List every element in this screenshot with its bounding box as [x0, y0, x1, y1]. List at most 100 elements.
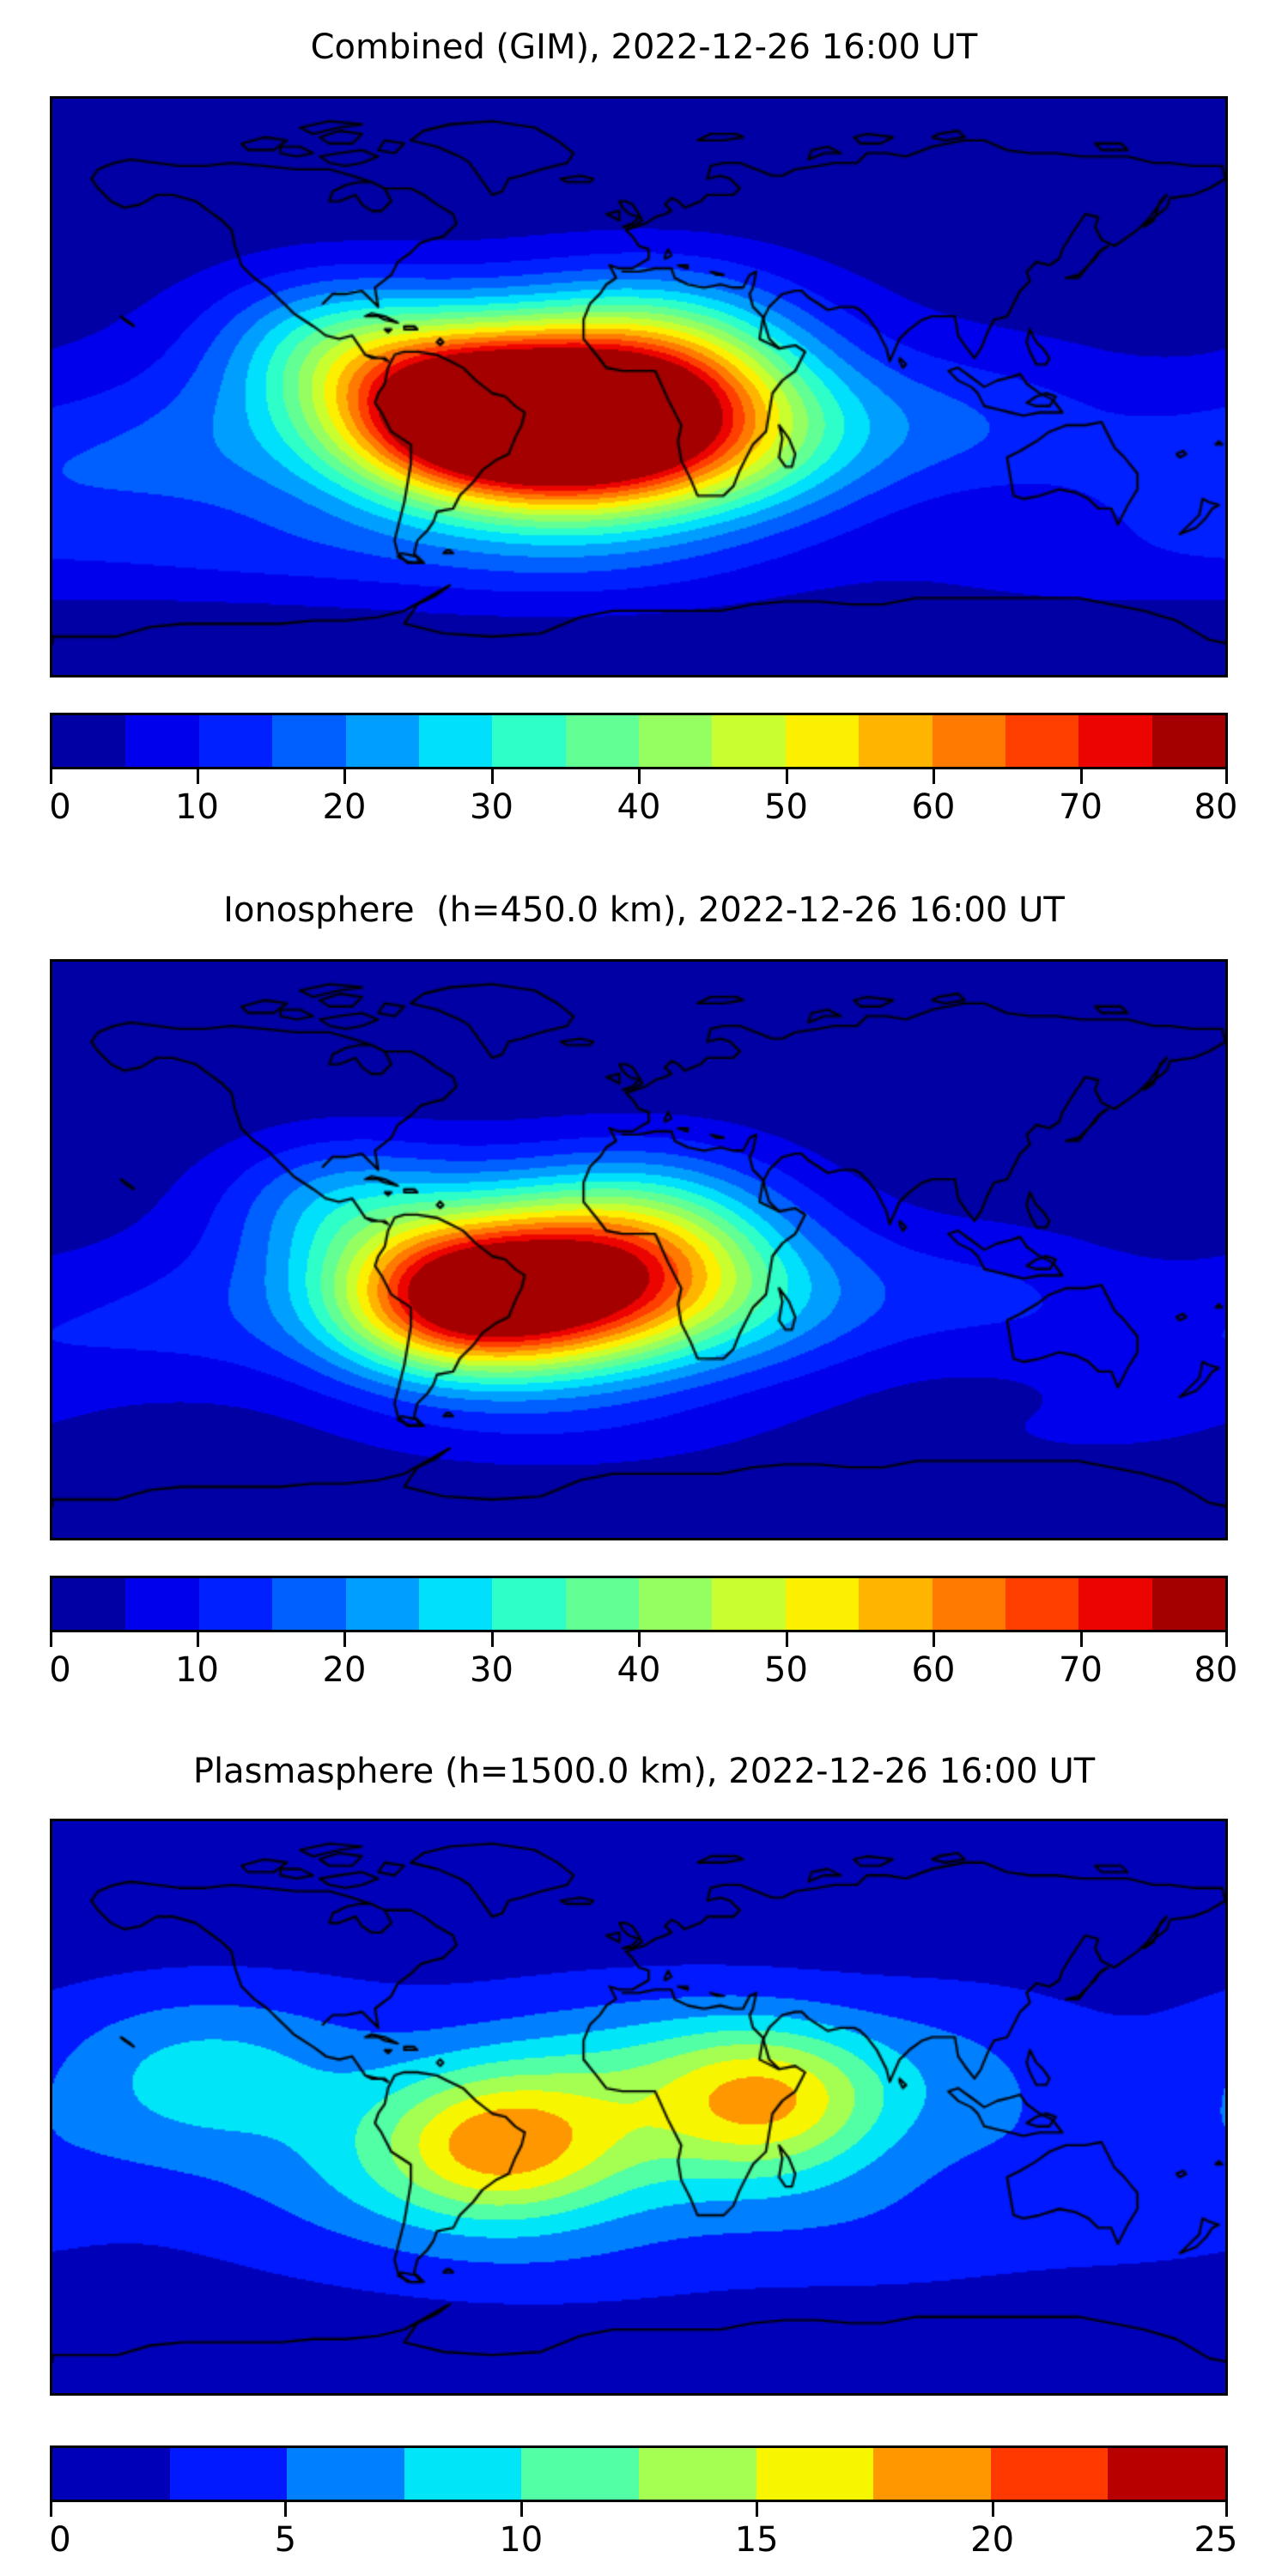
colorbar-tickmark: [933, 769, 935, 784]
colorbar-ticklabel: 20: [322, 1650, 367, 1690]
colorbar-band: [169, 2448, 288, 2500]
colorbar-tickmark: [343, 769, 346, 784]
colorbar-band: [272, 1578, 346, 1630]
colorbar-tickmark: [490, 769, 494, 784]
map-combined-gim: [50, 96, 1228, 677]
colorbar-band: [1151, 1578, 1225, 1630]
colorbar-ticks-plasmasphere: [50, 2502, 1228, 2519]
colorbar-tickmark: [50, 2502, 52, 2517]
colorbar-band: [565, 1578, 639, 1630]
colorbar-band: [521, 2448, 639, 2500]
colorbar-gradient-ionosphere: [50, 1576, 1228, 1632]
colorbar-ticklabel: 70: [1059, 787, 1103, 827]
colorbar-ticklabel: 25: [1194, 2520, 1238, 2560]
colorbar-labels-combined: 0 10 20 30 40 50 60 70 80: [49, 787, 1237, 831]
colorbar-labels-ionosphere: 0 10 20 30 40 50 60 70 80: [49, 1649, 1237, 1694]
colorbar-tickmark: [1079, 1632, 1083, 1647]
colorbar-band: [712, 715, 786, 767]
colorbar-tickmark: [785, 769, 788, 784]
colorbar-ticklabel: 60: [911, 1650, 956, 1690]
panel-ionosphere: Ionosphere (h=450.0 km), 2022-12-26 16:0…: [0, 863, 1288, 1722]
map-canvas-ionosphere: [52, 962, 1225, 1538]
colorbar-band: [785, 715, 860, 767]
colorbar-band: [125, 1578, 199, 1630]
colorbar-band: [287, 2448, 404, 2500]
colorbar-tickmark: [519, 2502, 523, 2517]
colorbar-ticklabel: 30: [470, 1650, 513, 1690]
colorbar-band: [198, 1578, 273, 1630]
colorbar-band: [1078, 715, 1152, 767]
colorbar-plasmasphere: 0 5 10 15 20 25: [49, 2445, 1237, 2574]
colorbar-ticklabel: 40: [617, 787, 661, 827]
colorbar-band: [125, 715, 199, 767]
colorbar-tickmark: [343, 1632, 346, 1647]
colorbar-band: [404, 2448, 522, 2500]
colorbar-band: [1078, 1578, 1152, 1630]
colorbar-band: [52, 715, 126, 767]
colorbar-band: [1005, 1578, 1079, 1630]
colorbar-tickmark: [638, 1632, 641, 1647]
colorbar-band: [418, 1578, 493, 1630]
colorbar-tickmark: [638, 769, 641, 784]
colorbar-tickmark: [1225, 1632, 1228, 1647]
colorbar-ticklabel: 0: [49, 2520, 71, 2560]
colorbar-tickmark: [490, 1632, 494, 1647]
colorbar-combined: 0 10 20 30 40 50 60 70 80: [49, 713, 1237, 841]
colorbar-ionosphere: 0 10 20 30 40 50 60 70 80: [49, 1576, 1237, 1704]
panel-title-combined: Combined (GIM), 2022-12-26 16:00 UT: [310, 27, 978, 67]
colorbar-tickmark: [1225, 2502, 1228, 2517]
colorbar-tickmark: [785, 1632, 788, 1647]
colorbar-ticks-ionosphere: [50, 1632, 1228, 1649]
colorbar-band: [1005, 715, 1079, 767]
colorbar-ticklabel: 5: [274, 2520, 297, 2560]
colorbar-band: [638, 2448, 756, 2500]
colorbar-ticklabel: 10: [175, 1650, 219, 1690]
colorbar-ticklabel: 40: [617, 1650, 661, 1690]
colorbar-ticklabel: 20: [322, 787, 367, 827]
colorbar-band: [52, 2448, 170, 2500]
colorbar-ticklabel: 10: [175, 787, 219, 827]
colorbar-ticklabel: 50: [764, 787, 808, 827]
colorbar-band: [859, 715, 933, 767]
colorbar-band: [1151, 715, 1225, 767]
colorbar-ticklabel: 70: [1059, 1650, 1103, 1690]
colorbar-band: [272, 715, 346, 767]
colorbar-tickmark: [196, 769, 199, 784]
colorbar-band: [492, 715, 566, 767]
colorbar-tickmark: [284, 2502, 288, 2517]
colorbar-tickmark: [50, 769, 52, 784]
panel-plasmasphere: Plasmasphere (h=1500.0 km), 2022-12-26 1…: [0, 1726, 1288, 2576]
colorbar-band: [1108, 2448, 1225, 2500]
colorbar-band: [785, 1578, 860, 1630]
colorbar-band: [492, 1578, 566, 1630]
colorbar-band: [756, 2448, 874, 2500]
colorbar-band: [873, 2448, 991, 2500]
colorbar-tickmark: [1079, 769, 1083, 784]
colorbar-ticklabel: 80: [1194, 787, 1238, 827]
colorbar-band: [639, 1578, 713, 1630]
colorbar-band: [418, 715, 493, 767]
map-plasmasphere: [50, 1819, 1228, 2396]
map-ionosphere: [50, 959, 1228, 1540]
colorbar-band: [565, 715, 639, 767]
map-canvas-plasmasphere: [52, 1821, 1225, 2393]
colorbar-band: [639, 715, 713, 767]
colorbar-ticklabel: 60: [911, 787, 956, 827]
colorbar-gradient-combined: [50, 713, 1228, 769]
colorbar-band: [712, 1578, 786, 1630]
colorbar-gradient-plasmasphere: [50, 2445, 1228, 2502]
colorbar-band: [198, 715, 273, 767]
colorbar-band: [345, 715, 419, 767]
panel-title-plasmasphere: Plasmasphere (h=1500.0 km), 2022-12-26 1…: [192, 1752, 1096, 1791]
colorbar-band: [859, 1578, 933, 1630]
colorbar-ticklabel: 20: [970, 2520, 1015, 2560]
colorbar-labels-plasmasphere: 0 5 10 15 20 25: [49, 2519, 1237, 2564]
panel-combined-gim: Combined (GIM), 2022-12-26 16:00 UT 0 10 2…: [0, 0, 1288, 859]
colorbar-band: [345, 1578, 419, 1630]
colorbar-band: [932, 1578, 1005, 1630]
colorbar-tickmark: [933, 1632, 935, 1647]
colorbar-ticklabel: 0: [49, 1650, 71, 1690]
colorbar-ticklabel: 10: [499, 2520, 544, 2560]
colorbar-band: [990, 2448, 1109, 2500]
